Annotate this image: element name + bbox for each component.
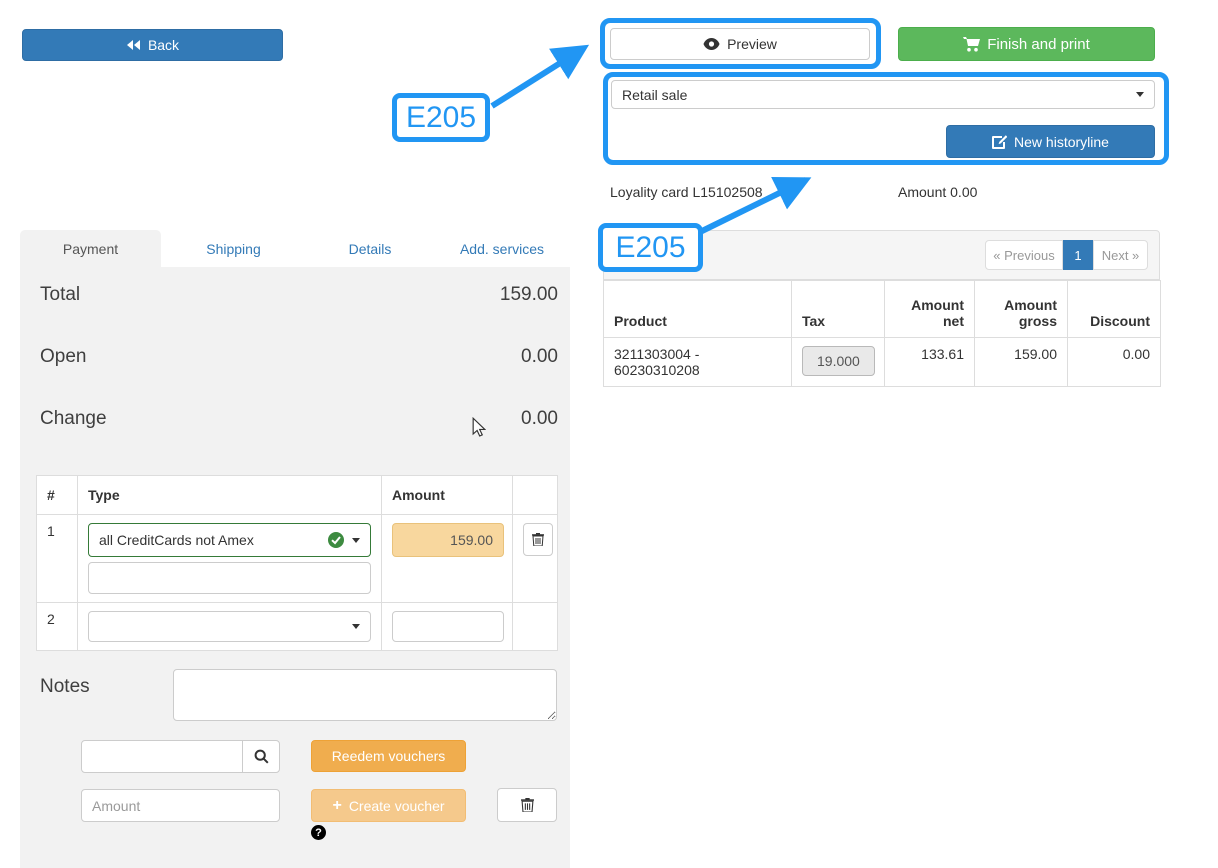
col-discount-header: Discount [1067, 280, 1161, 338]
col-actions-header [512, 475, 558, 515]
total-label: Total [40, 284, 81, 305]
cart-icon [963, 36, 981, 52]
payment-row-2-num: 2 [36, 602, 78, 651]
redeem-vouchers-button[interactable]: Reedem vouchers [311, 740, 466, 772]
check-circle-icon [328, 532, 344, 548]
payment-row-2: 2 [36, 602, 558, 651]
notes-textarea[interactable] [173, 669, 557, 721]
payment-type-select-2[interactable] [88, 611, 371, 642]
product-id: 3211303004 - 60230310208 [614, 346, 700, 378]
finish-and-print-button[interactable]: Finish and print [898, 27, 1155, 61]
pagination-next-button[interactable]: Next » [1093, 240, 1148, 270]
chevron-down-icon [1136, 92, 1144, 97]
discount-value: 0.00 [1067, 337, 1161, 387]
payment-row-1: 1 all CreditCards not Amex [36, 514, 558, 603]
annotation-arrow-to-preview [490, 44, 590, 109]
tab-details[interactable]: Details [348, 240, 392, 257]
col-tax-header: Tax [791, 280, 885, 338]
eye-icon [703, 38, 720, 50]
open-label: Open [40, 346, 87, 367]
notes-label: Notes [40, 676, 90, 697]
create-voucher-button[interactable]: + Create voucher [311, 789, 466, 822]
pagination-page-1-button[interactable]: 1 [1063, 240, 1093, 270]
col-product-header: Product [603, 280, 792, 338]
total-value: 159.00 [499, 284, 558, 305]
back-button-label: Back [147, 37, 180, 53]
tab-shipping[interactable]: Shipping [206, 240, 261, 257]
col-num-header: # [36, 475, 78, 515]
edit-icon [992, 134, 1008, 149]
backward-icon [126, 39, 141, 51]
history-table-header-row: Product Tax Amount net Amount gross Disc… [603, 280, 1161, 338]
preview-annotation-box [600, 18, 881, 69]
new-historyline-button[interactable]: New historyline [946, 125, 1155, 158]
error-code-annotation-1: E205 [392, 93, 490, 142]
payment-type-selected-1: all CreditCards not Amex [99, 532, 254, 548]
voucher-search-button[interactable] [242, 740, 280, 773]
open-value: 0.00 [521, 346, 558, 367]
amount-gross-value: 159.00 [974, 337, 1068, 387]
tab-payment[interactable]: Payment [20, 230, 161, 267]
payment-amount-input-1[interactable] [392, 523, 504, 557]
payment-row-1-num: 1 [36, 514, 78, 603]
history-items-table: Product Tax Amount net Amount gross Disc… [603, 280, 1161, 387]
chevron-down-icon [352, 624, 360, 629]
amount-net-value: 133.61 [884, 337, 975, 387]
chevron-down-icon [352, 537, 360, 543]
loyalty-card-text: Loyality card L15102508 [610, 184, 763, 200]
payment-reference-input-1[interactable] [88, 562, 371, 594]
create-voucher-label: Create voucher [348, 797, 445, 814]
col-amount-gross-header: Amount gross [974, 280, 1068, 338]
new-historyline-label: New historyline [1014, 133, 1109, 150]
error-code-annotation-2: E205 [598, 223, 703, 272]
redeem-vouchers-label: Reedem vouchers [331, 748, 446, 764]
col-amount-net-header: Amount net [884, 280, 975, 338]
col-type-header: Type [77, 475, 382, 515]
voucher-search-input[interactable] [81, 740, 243, 773]
search-icon [254, 749, 269, 764]
sale-type-selected-value: Retail sale [622, 86, 688, 103]
preview-button-label: Preview [727, 36, 777, 52]
change-value: 0.00 [521, 408, 558, 429]
history-item-row: 3211303004 - 60230310208 19.000 133.61 1… [603, 337, 1161, 387]
tab-payment-label: Payment [62, 240, 119, 257]
preview-button[interactable]: Preview [610, 28, 870, 60]
trash-icon [520, 798, 534, 812]
col-amount-header: Amount [381, 475, 513, 515]
finish-and-print-label: Finish and print [987, 35, 1090, 53]
tab-add-services[interactable]: Add. services [459, 240, 545, 257]
voucher-amount-input[interactable] [81, 789, 280, 822]
trash-icon [532, 533, 544, 546]
pagination-previous-button[interactable]: « Previous [985, 240, 1063, 270]
payments-table-header-row: # Type Amount [36, 475, 558, 515]
help-icon[interactable]: ? [311, 825, 326, 840]
delete-voucher-button[interactable] [497, 788, 557, 822]
delete-payment-row-1-button[interactable] [523, 523, 553, 556]
tax-rate-button[interactable]: 19.000 [802, 346, 875, 376]
payment-amount-input-2[interactable] [392, 611, 504, 642]
historyline-annotation-box [603, 72, 1169, 165]
payments-table: # Type Amount 1 all CreditCards not Amex [36, 475, 558, 651]
sale-type-select[interactable]: Retail sale [611, 80, 1155, 109]
loyalty-amount-text: Amount 0.00 [898, 184, 978, 200]
plus-icon: + [332, 796, 342, 814]
change-label: Change [40, 408, 107, 429]
payment-type-select-1[interactable]: all CreditCards not Amex [88, 523, 371, 557]
back-button[interactable]: Back [22, 29, 283, 61]
